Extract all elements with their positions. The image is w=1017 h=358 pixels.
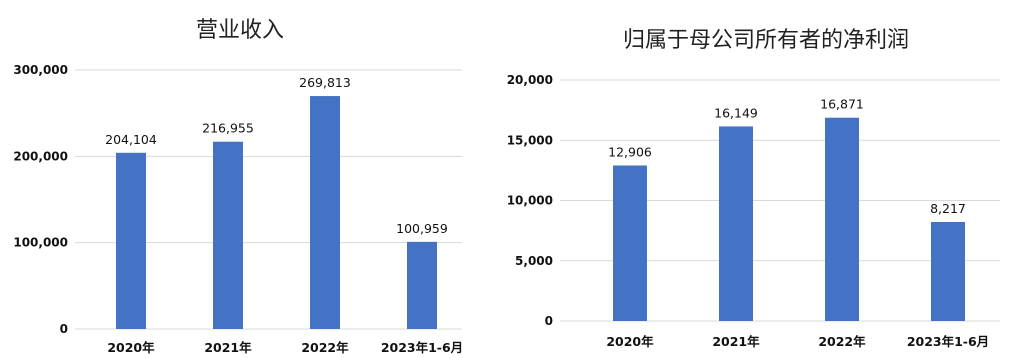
net-profit-data-label: 16,871 — [820, 97, 864, 112]
revenue-x-category-label: 2021年 — [204, 340, 252, 355]
net-profit-y-tick-label: 5,000 — [515, 254, 553, 268]
net-profit-data-label: 12,906 — [608, 144, 652, 159]
net-profit-x-category-label: 2021年 — [712, 334, 760, 349]
revenue-x-category-label: 2022年 — [301, 340, 349, 355]
net-profit-y-tick-label: 0 — [545, 314, 553, 328]
revenue-y-tick-label: 0 — [60, 322, 68, 336]
revenue-data-label: 216,955 — [202, 121, 254, 136]
net-profit-bar — [613, 165, 647, 321]
revenue-y-tick-label: 200,000 — [13, 149, 68, 163]
revenue-data-label: 100,959 — [396, 221, 448, 236]
net-profit-y-tick-label: 20,000 — [507, 73, 553, 87]
chart-title-net-profit: 归属于母公司所有者的净利润 — [622, 28, 909, 53]
net-profit-data-label: 16,149 — [714, 105, 758, 120]
revenue-y-tick-label: 100,000 — [13, 236, 68, 250]
revenue-bar — [310, 96, 340, 330]
net-profit-x-category-label: 2022年 — [818, 334, 866, 349]
revenue-x-category-label: 2020年 — [107, 340, 155, 355]
net-profit-x-category-label: 2020年 — [606, 334, 654, 349]
net-profit-bar — [719, 126, 753, 322]
revenue-x-category-label: 2023年1-6月 — [381, 340, 463, 355]
revenue-bar-chart: 0 100,000 200,000 300,000 204,104 2020年 216,95… — [13, 63, 463, 355]
revenue-y-tick-label: 300,000 — [13, 63, 68, 77]
net-profit-bar — [931, 221, 965, 321]
revenue-bar — [213, 141, 243, 329]
chart-title-revenue: 营业收入 — [195, 18, 284, 43]
revenue-data-label: 204,104 — [105, 132, 157, 147]
net-profit-y-tick-label: 15,000 — [507, 133, 553, 147]
revenue-data-label: 269,813 — [299, 75, 351, 90]
net-profit-bar — [825, 117, 859, 321]
net-profit-y-tick-label: 10,000 — [507, 194, 553, 208]
net-profit-data-label: 8,217 — [930, 201, 966, 216]
revenue-bar — [116, 152, 146, 329]
revenue-bar — [407, 241, 437, 329]
net-profit-x-category-label: 2023年1-6月 — [907, 334, 989, 349]
